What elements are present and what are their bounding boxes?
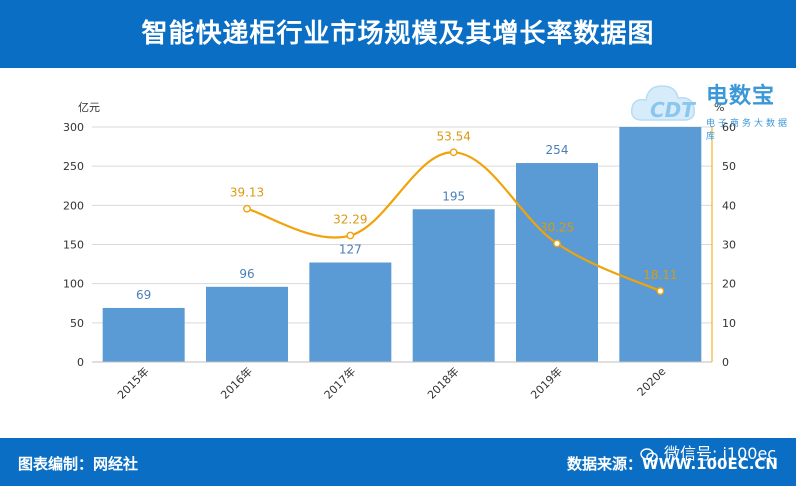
y-tick-label: 100	[63, 278, 84, 291]
y2-tick-label: 50	[722, 160, 736, 173]
y-tick-label: 50	[70, 317, 84, 330]
bar	[412, 209, 495, 362]
watermark-subtitle: 电子商务大数据库	[706, 119, 791, 142]
bar	[619, 127, 702, 362]
line-point	[656, 287, 665, 295]
line-point	[346, 231, 355, 240]
x-tick-label: 2016年	[218, 364, 255, 401]
wechat-id: 微信号: i100ec	[640, 440, 776, 464]
x-tick-label: 2015年	[114, 364, 151, 401]
footer-banner: 图表编制：网经社 数据来源：WWW.100EC.CN	[0, 438, 796, 486]
y-tick-label: 250	[63, 160, 84, 173]
cloud-icon	[630, 85, 696, 121]
y2-tick-label: 10	[722, 317, 736, 330]
footer-author: 图表编制：网经社	[18, 455, 139, 473]
line-data-label: 53.54	[436, 129, 470, 143]
chart-title: 智能快递柜行业市场规模及其增长率数据图	[141, 19, 655, 49]
footer-source: 数据来源：WWW.100EC.CN	[567, 455, 778, 473]
bar	[516, 163, 598, 362]
bar-data-label: 96	[239, 267, 254, 281]
line-data-label: 39.13	[230, 186, 264, 200]
combo-chart: 0 50 100 150 200 250 300 0 10 20 30 40 50 60 亿元 % 69 2015…	[63, 101, 736, 402]
y-tick-label: 0	[77, 356, 84, 369]
header-banner: 智能快递柜行业市场规模及其增长率数据图	[0, 0, 796, 68]
watermark-logo-text: CDT	[650, 98, 695, 122]
x-tick-label: 2020e	[635, 365, 669, 399]
bar	[206, 286, 288, 362]
y-tick-label: 300	[63, 121, 84, 134]
wechat-text: 微信号: i100ec	[664, 444, 777, 463]
bar	[309, 262, 392, 362]
y-tick-label: 200	[63, 199, 84, 212]
line-point	[449, 148, 458, 157]
bar-data-label: 69	[136, 288, 151, 302]
x-tick-label: 2018年	[424, 364, 461, 401]
line-data-label: 18.11	[643, 268, 677, 282]
line-data-label: 32.29	[333, 213, 367, 227]
y2-tick-label: 30	[722, 239, 736, 252]
bar-data-label: 127	[339, 243, 362, 257]
y2-tick-label: 0	[722, 356, 729, 369]
watermark-logo: CDT 电数宝 电子商务大数据库	[628, 70, 794, 142]
x-tick-label: 2017年	[321, 364, 358, 401]
bar	[102, 307, 185, 362]
line-data-label: 30.25	[540, 221, 574, 235]
y2-axis-unit: %	[714, 101, 724, 114]
line-point	[243, 204, 251, 213]
y2-tick-label: 20	[722, 278, 736, 291]
x-tick-label: 2019年	[528, 364, 565, 401]
y2-tick-label: 40	[722, 199, 736, 212]
watermark-brand: 电数宝	[706, 84, 776, 109]
y-tick-label: 150	[63, 239, 84, 252]
wechat-icon	[640, 447, 658, 462]
bar-data-label: 195	[442, 189, 465, 203]
line-point	[553, 239, 561, 248]
y-axis-unit: 亿元	[78, 101, 100, 114]
bar-data-label: 254	[546, 143, 569, 157]
y2-tick-label: 60	[722, 121, 736, 134]
